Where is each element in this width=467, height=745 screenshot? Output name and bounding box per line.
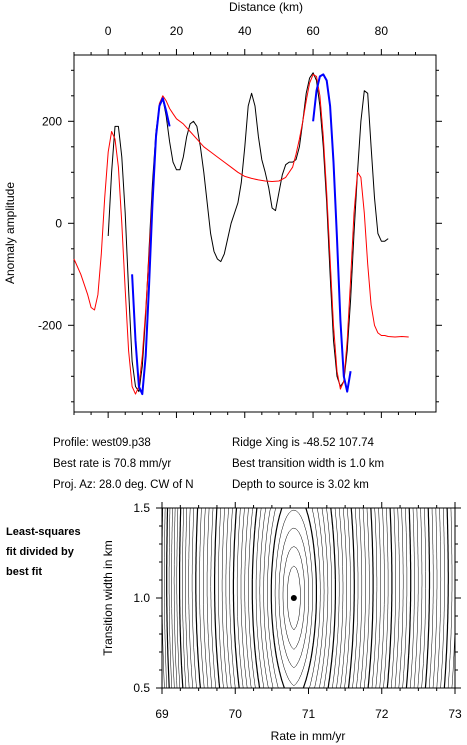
contour-line <box>236 507 351 689</box>
bottom-x-tick-label: 69 <box>155 707 169 721</box>
bottom-x-axis-label: Rate in mm/yr <box>271 729 346 743</box>
contour-line <box>244 507 344 689</box>
top-x-tick-label: 20 <box>170 24 184 38</box>
contour-line <box>232 507 355 689</box>
best-transition-width-text: Best transition width is 1.0 km <box>232 458 385 470</box>
top-x-tick-label: 60 <box>306 24 320 38</box>
top-x-axis-label: Distance (km) <box>229 0 303 14</box>
contour-line <box>171 507 423 689</box>
bottom-y-axis-label: Transition width in km <box>101 540 115 656</box>
bottom-y-tick-label: 1.5 <box>133 501 150 515</box>
top-x-tick-label: 0 <box>105 24 112 38</box>
contour-line <box>188 507 400 689</box>
contour-line <box>282 546 305 650</box>
contour-line <box>179 507 412 689</box>
contour-line <box>287 565 301 631</box>
contour-line <box>173 507 419 689</box>
contour-line <box>270 507 317 689</box>
contour-line <box>255 507 332 689</box>
contour-line <box>240 507 347 689</box>
misfit-contour-chart: 69 70 71 72 73 0.5 1.0 1.5 Rate in mm/yr Trans… <box>101 501 462 743</box>
contour-line <box>218 507 370 689</box>
bottom-x-tick-label: 71 <box>302 707 316 721</box>
bottom-x-tick-label: 70 <box>229 707 243 721</box>
top-y-axis-label: Anomaly amplitude <box>3 182 17 284</box>
contour-line <box>267 507 321 689</box>
top-y-tick-label: -200 <box>38 318 62 332</box>
contour-line <box>263 507 325 689</box>
top-x-tick-label: 80 <box>375 24 389 38</box>
best-fit-marker <box>290 595 297 601</box>
contour-line <box>443 507 449 689</box>
projection-azimuth-text: Proj. Az: 28.0 deg. CW of N <box>53 479 194 491</box>
bottom-x-axis-ticks: 69 70 71 72 73 <box>155 502 462 721</box>
contour-line <box>274 509 313 687</box>
contour-line <box>176 507 415 689</box>
contour-line <box>259 507 329 689</box>
contour-line <box>185 507 404 689</box>
contour-line <box>182 507 408 689</box>
contour-line <box>229 507 359 689</box>
bottom-x-tick-label: 73 <box>448 707 462 721</box>
top-y-axis-ticks: -200 0 200 <box>38 69 442 403</box>
contour-line <box>203 507 385 689</box>
top-y-tick-label: 0 <box>55 216 62 230</box>
bottom-y-axis-ticks: 0.5 1.0 1.5 <box>133 501 461 695</box>
top-x-axis-ticks: 0 20 40 60 80 <box>73 24 417 418</box>
contour-line <box>195 507 393 689</box>
contour-line <box>225 507 363 689</box>
profile-name-text: Profile: west09.p38 <box>53 437 151 449</box>
contour-line <box>206 507 381 689</box>
best-rate-text: Best rate is 70.8 mm/yr <box>53 458 172 470</box>
contour-line <box>214 507 374 689</box>
contour-line <box>168 507 426 689</box>
contour-line <box>210 507 378 688</box>
fit-window-line-left <box>131 97 171 396</box>
contour-line <box>251 507 336 689</box>
bottom-y-tick-label: 0.5 <box>133 681 150 695</box>
top-y-tick-label: 200 <box>42 114 62 128</box>
anomaly-profile-chart: 0 20 40 60 80 -200 0 200 Distance (km) Anomaly… <box>3 0 442 418</box>
model-anomaly-line <box>73 73 409 395</box>
top-plot-frame <box>73 54 437 413</box>
bottom-y-tick-label: 1.0 <box>133 591 150 605</box>
contour-line <box>166 507 431 689</box>
contour-line <box>161 508 442 689</box>
contour-line <box>278 527 309 669</box>
top-series-group <box>73 72 409 396</box>
bottom-x-tick-label: 72 <box>375 707 389 721</box>
contour-line <box>440 508 445 689</box>
ridge-crossing-text: Ridge Xing is -48.52 107.74 <box>232 437 374 449</box>
contour-caption: Least-squares fit divided by best fit <box>6 526 81 578</box>
contour-line <box>447 507 453 689</box>
contour-line <box>199 507 389 689</box>
fit-window-line-right <box>312 73 352 393</box>
contour-line <box>221 507 366 689</box>
contour-line <box>248 507 340 689</box>
top-x-tick-label: 40 <box>238 24 252 38</box>
contour-lines <box>161 507 456 689</box>
contour-line <box>191 507 396 689</box>
contour-line <box>164 507 434 689</box>
source-depth-text: Depth to source is 3.02 km <box>232 479 369 491</box>
